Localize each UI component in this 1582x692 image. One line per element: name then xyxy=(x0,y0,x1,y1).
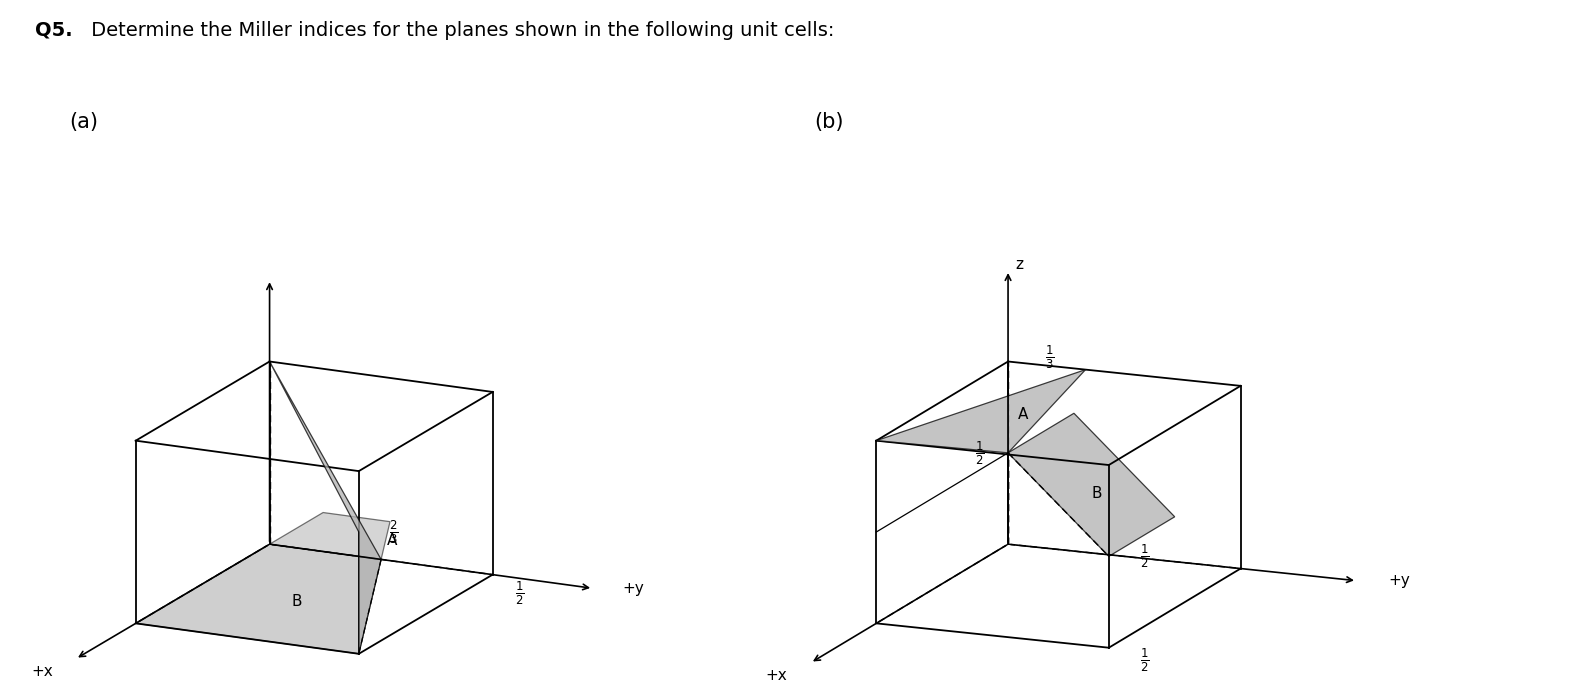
Text: z: z xyxy=(1016,257,1024,271)
Text: +y: +y xyxy=(623,581,644,596)
Text: $\frac{1}{2}$: $\frac{1}{2}$ xyxy=(1141,646,1149,673)
Text: A: A xyxy=(388,533,397,548)
Text: (a): (a) xyxy=(70,112,98,132)
Polygon shape xyxy=(1008,413,1175,556)
Text: B: B xyxy=(1092,486,1101,501)
Text: $\frac{2}{3}$: $\frac{2}{3}$ xyxy=(389,518,399,546)
Text: Q5.: Q5. xyxy=(35,21,73,39)
Polygon shape xyxy=(269,513,391,559)
Text: $\frac{1}{2}$: $\frac{1}{2}$ xyxy=(516,579,524,607)
Text: $\frac{1}{2}$: $\frac{1}{2}$ xyxy=(976,439,984,466)
Text: $\frac{1}{3}$: $\frac{1}{3}$ xyxy=(1046,344,1055,371)
Text: +x: +x xyxy=(32,664,54,679)
Polygon shape xyxy=(876,370,1085,453)
Text: +y: +y xyxy=(1387,573,1410,588)
Polygon shape xyxy=(136,544,381,654)
Text: Determine the Miller indices for the planes shown in the following unit cells:: Determine the Miller indices for the pla… xyxy=(85,21,835,39)
Text: B: B xyxy=(291,594,302,609)
Text: (b): (b) xyxy=(815,112,843,132)
Text: A: A xyxy=(1019,407,1028,422)
Text: +x: +x xyxy=(766,668,788,682)
Text: $\frac{1}{2}$: $\frac{1}{2}$ xyxy=(1141,543,1149,570)
Polygon shape xyxy=(269,361,381,654)
